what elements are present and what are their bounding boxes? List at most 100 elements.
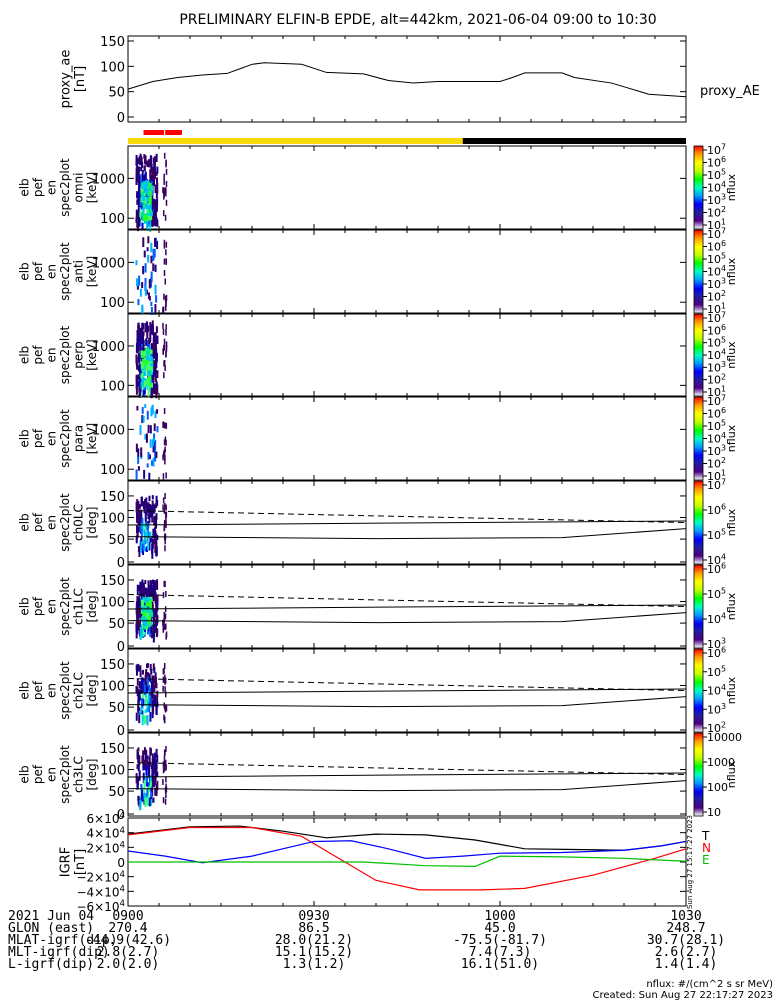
spectrogram-pixel <box>136 338 139 346</box>
colorbar-tick-label: 1000 <box>707 756 735 769</box>
spectrogram-pixel <box>141 694 144 700</box>
spectrogram-pixel <box>149 687 152 696</box>
spectrogram-pixel <box>140 698 143 708</box>
spectrogram-pixel <box>162 685 164 692</box>
y-axis-label-line: en <box>44 180 58 195</box>
spectrogram-pixel <box>145 680 148 690</box>
spectrogram-pixel <box>138 275 141 286</box>
spectrogram-pixel <box>136 199 139 205</box>
spectrogram-pixel <box>162 348 164 355</box>
spectrogram-pixel <box>142 192 146 198</box>
spectrogram-pixel <box>149 534 152 543</box>
y-axis-label-line: en <box>44 683 58 698</box>
spectrogram-pixel <box>136 517 139 523</box>
y-axis-label-line: [nT] <box>73 66 88 92</box>
spectrogram-pixel <box>164 798 167 805</box>
spectrogram-pixel <box>165 299 167 306</box>
y-tick-label: −6×104 <box>76 899 125 914</box>
spectrogram-pixel <box>164 581 166 588</box>
spectrogram-pixel <box>139 339 142 347</box>
spectrogram-pixel <box>154 621 157 631</box>
colorbar-tick-label: 10000 <box>707 731 742 744</box>
spectrogram-pixel <box>154 609 157 615</box>
colorbar-tick-label: 107 <box>707 478 726 492</box>
spectrogram-pixel <box>147 236 150 244</box>
spectrogram-pixel <box>150 325 153 335</box>
spectrogram-pixel <box>139 525 142 533</box>
spectrogram-pixel <box>142 687 145 693</box>
spectrogram-pixel <box>165 745 167 752</box>
y-tick-label: 1000 <box>92 172 125 187</box>
colorbar-tick-label: 106 <box>707 646 726 660</box>
loss-cone-dashed-line <box>127 762 687 776</box>
spectrogram-pixel <box>154 410 157 419</box>
spectrogram-pixel <box>138 187 141 197</box>
spectrogram-pixel <box>165 341 168 348</box>
spectrogram-pixel <box>151 515 154 523</box>
spectrogram-pixel <box>165 190 167 197</box>
spectrogram-pixel <box>147 254 150 263</box>
spectrogram-pixel <box>137 754 140 763</box>
ephemeris-value: 1.3(1.2) <box>283 957 346 972</box>
y-axis-label-line: spec2plot <box>58 242 72 301</box>
spectrogram-pixel <box>165 324 167 331</box>
spectrogram-pixel <box>146 604 149 610</box>
ephemeris-value: 2.6(2.7) <box>655 945 718 960</box>
spectrogram-pixel <box>139 670 142 678</box>
spectrogram-pixel <box>136 157 139 165</box>
colorbar <box>693 732 704 817</box>
spectrogram-pixel <box>142 766 145 771</box>
spectrogram-pixel <box>162 328 165 335</box>
spectrogram-pixel <box>152 612 155 622</box>
spectrogram-pixel <box>144 434 147 440</box>
spectrogram-pixel <box>141 162 144 169</box>
colorbar-tick-label: 105 <box>707 168 726 182</box>
spectrogram-pixel <box>154 440 157 451</box>
colorbar-tick-label: 103 <box>707 193 726 207</box>
loss-cone-line <box>127 688 687 694</box>
spectrogram-pixel <box>137 619 140 629</box>
spectrogram-pixel <box>155 764 158 774</box>
spectrogram-pixel <box>146 755 149 760</box>
spectrogram-pixel <box>138 517 141 523</box>
colorbar-tick-label: 103 <box>707 277 726 291</box>
spectrogram-pixel <box>153 433 156 441</box>
spectrogram-pixel <box>139 373 142 384</box>
spectrogram-pixel <box>151 200 154 206</box>
y-axis-label-line: [deg] <box>85 675 99 707</box>
spectrogram-pixel <box>144 214 148 220</box>
spectrogram-pixel <box>151 547 154 559</box>
spectrogram-pixel <box>138 523 141 533</box>
colorbar-tick-label: 106 <box>707 562 726 576</box>
ephemeris-value: -44.9(42.6) <box>85 933 171 948</box>
spectrogram-pixel <box>136 405 139 411</box>
spectrogram-pixel <box>146 378 150 384</box>
spectrogram-pixel <box>155 171 158 176</box>
y-tick-label: 0 <box>117 111 125 126</box>
spectrogram-pixel <box>155 177 158 184</box>
y-tick-label: 0 <box>117 640 125 655</box>
spectrogram-pixel <box>138 620 141 628</box>
loss-cone-line <box>127 612 687 624</box>
spectrogram-pixel <box>141 517 144 524</box>
colorbar-tick-label: 106 <box>707 323 726 337</box>
spectrogram-pixel <box>148 159 151 168</box>
spectrogram-pixel <box>137 752 140 757</box>
spectrogram-pixel <box>162 422 164 429</box>
spectrogram-pixel <box>150 791 153 797</box>
spectrogram-pixel <box>140 447 143 458</box>
spectrogram-pixel <box>162 497 165 504</box>
spectrogram-pixel <box>162 676 165 683</box>
spectrogram-pixel <box>136 192 139 199</box>
y-axis-label-line: [deg] <box>85 591 99 623</box>
spectrogram-pixel <box>165 168 168 175</box>
spectrogram-pixel <box>153 527 156 539</box>
y-tick-label: 0 <box>117 724 125 739</box>
spectrogram-pixel <box>155 748 158 758</box>
spectrogram-pixel <box>140 192 144 198</box>
spectrogram-pixel <box>152 437 155 442</box>
spectrogram-pixel <box>153 383 156 390</box>
spectrogram-pixel <box>136 665 139 671</box>
spectrogram-pixel <box>151 205 154 214</box>
spectrogram-pixel <box>140 599 144 605</box>
